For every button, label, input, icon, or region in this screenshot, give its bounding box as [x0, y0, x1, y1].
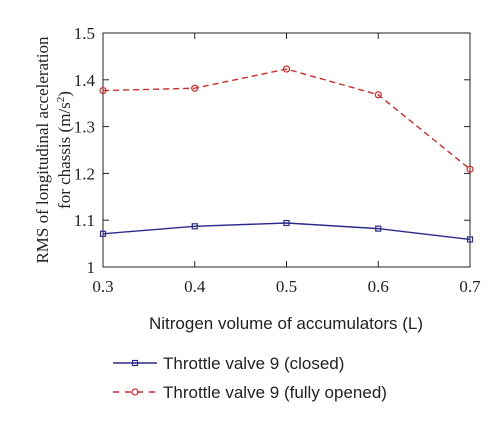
- plot-frame: [102, 32, 471, 268]
- y-tick-label: 1.1: [74, 211, 95, 230]
- data-point: [374, 91, 382, 99]
- legend-label: Throttle valve 9 (fully opened): [163, 383, 387, 402]
- x-tick-label: 0.4: [184, 277, 206, 296]
- x-tick-label: 0.7: [459, 277, 481, 296]
- series-2: [99, 65, 474, 173]
- y-axis-label-line2: for chassis (m/s2): [55, 91, 74, 209]
- y-axis-ticks: 1 1.1 1.2 1.3 1.4 1.5: [74, 24, 470, 277]
- data-point: [466, 165, 474, 173]
- y-tick-label: 1.2: [74, 164, 95, 183]
- data-point: [282, 65, 291, 73]
- x-axis-label: Nitrogen volume of accumulators (L): [149, 314, 423, 333]
- y-axis-label-line1: RMS of longitudinal acceleration: [33, 36, 52, 264]
- legend: Throttle valve 9 (closed) Throttle valve …: [113, 354, 387, 402]
- data-point: [99, 230, 107, 237]
- legend-item: Throttle valve 9 (fully opened): [113, 383, 387, 402]
- x-axis-ticks: 0.3 0.4 0.5 0.6 0.7: [92, 33, 481, 296]
- legend-swatch-marker: [131, 388, 139, 396]
- y-axis-label: RMS of longitudinal acceleration for cha…: [33, 36, 74, 264]
- y-tick-label: 1.3: [74, 118, 95, 137]
- series-line: [102, 222, 471, 241]
- data-point: [466, 236, 474, 243]
- data-point: [283, 219, 290, 227]
- legend-swatch-marker: [131, 359, 139, 367]
- series-line: [102, 68, 471, 170]
- x-tick-label: 0.3: [92, 277, 113, 296]
- legend-item: Throttle valve 9 (closed): [113, 354, 344, 373]
- data-point: [375, 225, 382, 232]
- x-tick-label: 0.6: [368, 277, 389, 296]
- y-tick-label: 1.5: [74, 24, 95, 43]
- series-layer: [99, 65, 474, 243]
- data-point: [191, 223, 198, 230]
- y-tick-label: 1: [87, 258, 96, 277]
- series-1: [99, 219, 474, 243]
- legend-label: Throttle valve 9 (closed): [163, 354, 344, 373]
- y-tick-label: 1.4: [74, 71, 96, 90]
- data-point: [99, 86, 107, 95]
- x-tick-label: 0.5: [276, 277, 297, 296]
- data-point: [191, 84, 199, 92]
